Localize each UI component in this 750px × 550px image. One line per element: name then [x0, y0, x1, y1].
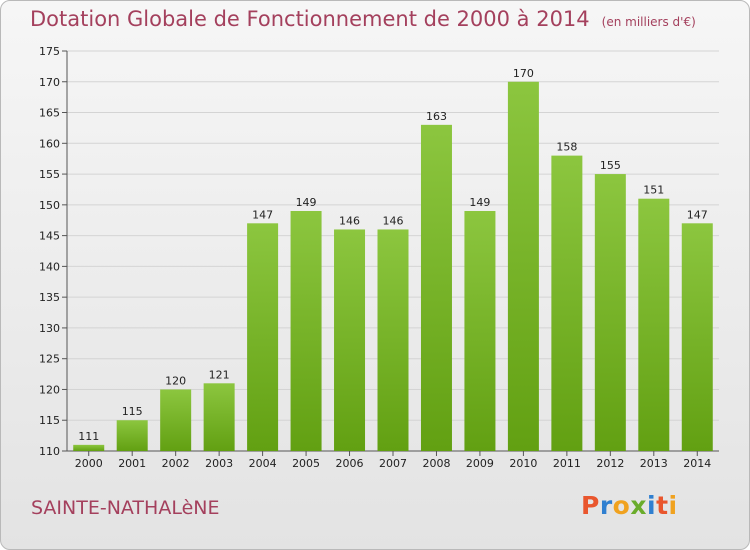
- bar-value-label: 120: [165, 374, 186, 387]
- y-tick-label: 135: [39, 291, 60, 304]
- bar-value-label: 155: [600, 159, 621, 172]
- x-tick-label: 2008: [422, 457, 450, 470]
- y-tick-label: 125: [39, 353, 60, 366]
- chart-unit: (en milliers d'€): [601, 15, 696, 29]
- x-tick-label: 2001: [118, 457, 146, 470]
- bar: [247, 223, 279, 451]
- logo-letter: i: [668, 491, 678, 520]
- logo-letter: o: [612, 491, 631, 520]
- bar-value-label: 147: [687, 208, 708, 221]
- x-tick-label: 2011: [553, 457, 581, 470]
- chart-title: Dotation Globale de Fonctionnement de 20…: [30, 7, 590, 31]
- bar-value-label: 121: [209, 368, 230, 381]
- x-tick-label: 2007: [379, 457, 407, 470]
- y-tick-label: 140: [39, 260, 60, 273]
- proxiti-logo: Proxiti: [581, 491, 678, 520]
- bar: [73, 444, 105, 451]
- labels: 110 115 120 125 130 135 140 145 150 155 160 165 170 1…: [39, 45, 711, 470]
- title-row: Dotation Globale de Fonctionnement de 20…: [30, 7, 696, 31]
- y-tick-label: 145: [39, 230, 60, 243]
- bar: [290, 211, 322, 451]
- bar-value-label: 163: [426, 110, 447, 123]
- bar-value-label: 146: [339, 214, 360, 227]
- bar-value-label: 115: [122, 405, 143, 418]
- x-tick-label: 2002: [162, 457, 190, 470]
- bar-value-label: 147: [252, 208, 273, 221]
- y-tick-label: 165: [39, 107, 60, 120]
- x-tick-label: 2006: [336, 457, 364, 470]
- bar: [464, 211, 496, 451]
- bar-value-label: 146: [383, 214, 404, 227]
- x-tick-label: 2009: [466, 457, 494, 470]
- bar: [203, 383, 235, 451]
- commune-name: SAINTE-NATHALèNE: [31, 497, 220, 519]
- y-tick-label: 175: [39, 45, 60, 58]
- bar: [377, 229, 409, 451]
- x-tick-label: 2000: [75, 457, 103, 470]
- y-tick-label: 120: [39, 383, 60, 396]
- y-tick-label: 155: [39, 168, 60, 181]
- y-tick-label: 110: [39, 445, 60, 458]
- bar: [420, 124, 452, 451]
- x-tick-label: 2004: [249, 457, 277, 470]
- x-tick-label: 2003: [205, 457, 233, 470]
- bar-value-label: 170: [513, 67, 534, 80]
- x-tick-label: 2005: [292, 457, 320, 470]
- bars: [73, 81, 713, 452]
- bar: [681, 223, 713, 451]
- bar: [334, 229, 366, 451]
- y-tick-label: 160: [39, 137, 60, 150]
- x-tick-label: 2012: [596, 457, 624, 470]
- bar: [551, 155, 583, 451]
- x-tick-label: 2013: [640, 457, 668, 470]
- bar: [507, 81, 539, 452]
- logo-letter: P: [581, 491, 600, 520]
- logo-letter: t: [656, 491, 669, 520]
- bar: [638, 198, 670, 451]
- bar-value-label: 151: [643, 184, 664, 197]
- x-tick-label: 2010: [509, 457, 537, 470]
- y-tick-label: 150: [39, 199, 60, 212]
- bar-value-label: 158: [556, 141, 577, 154]
- y-tick-label: 130: [39, 322, 60, 335]
- logo-letter: r: [599, 491, 613, 520]
- logo-letter: i: [647, 491, 657, 520]
- bar: [116, 420, 148, 451]
- bar-value-label: 111: [78, 430, 99, 443]
- bar: [160, 389, 192, 451]
- bar-value-label: 149: [296, 196, 317, 209]
- x-tick-label: 2014: [683, 457, 711, 470]
- logo-letter: x: [630, 491, 647, 520]
- bar: [594, 174, 626, 452]
- bar-value-label: 149: [469, 196, 490, 209]
- y-tick-label: 170: [39, 76, 60, 89]
- y-tick-label: 115: [39, 414, 60, 427]
